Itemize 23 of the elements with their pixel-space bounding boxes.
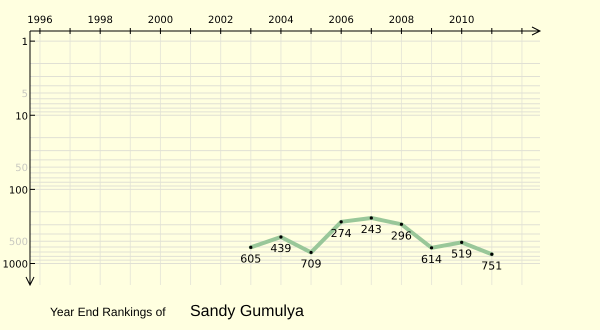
data-label: 274 [330, 226, 352, 240]
y-tick-label: 100 [8, 185, 28, 196]
data-label: 614 [421, 252, 442, 266]
x-tick-label: 2010 [448, 15, 474, 26]
x-tick-label: 2006 [328, 15, 354, 26]
x-tick-label: 2008 [388, 15, 414, 26]
x-tick-label: 2004 [268, 15, 294, 26]
x-tick-label: 1996 [27, 15, 53, 26]
data-label: 439 [270, 242, 292, 255]
data-label: 751 [481, 259, 502, 272]
y-tick-label: 10 [15, 111, 28, 122]
data-label: 296 [390, 229, 412, 242]
x-tick-label: 2000 [148, 15, 174, 26]
x-tick-label: 2002 [208, 15, 234, 26]
y-tick-label: 1 [22, 37, 28, 48]
text: Year End Rankings of [50, 305, 166, 319]
data-label: 709 [300, 257, 322, 270]
data-label: 243 [360, 222, 382, 236]
data-label: 519 [451, 247, 472, 260]
text: Sandy Gumulya [190, 303, 304, 320]
x-tick-label: 1998 [87, 15, 113, 26]
data-label: 605 [240, 252, 262, 266]
y-tick-label: 1000 [2, 260, 28, 270]
